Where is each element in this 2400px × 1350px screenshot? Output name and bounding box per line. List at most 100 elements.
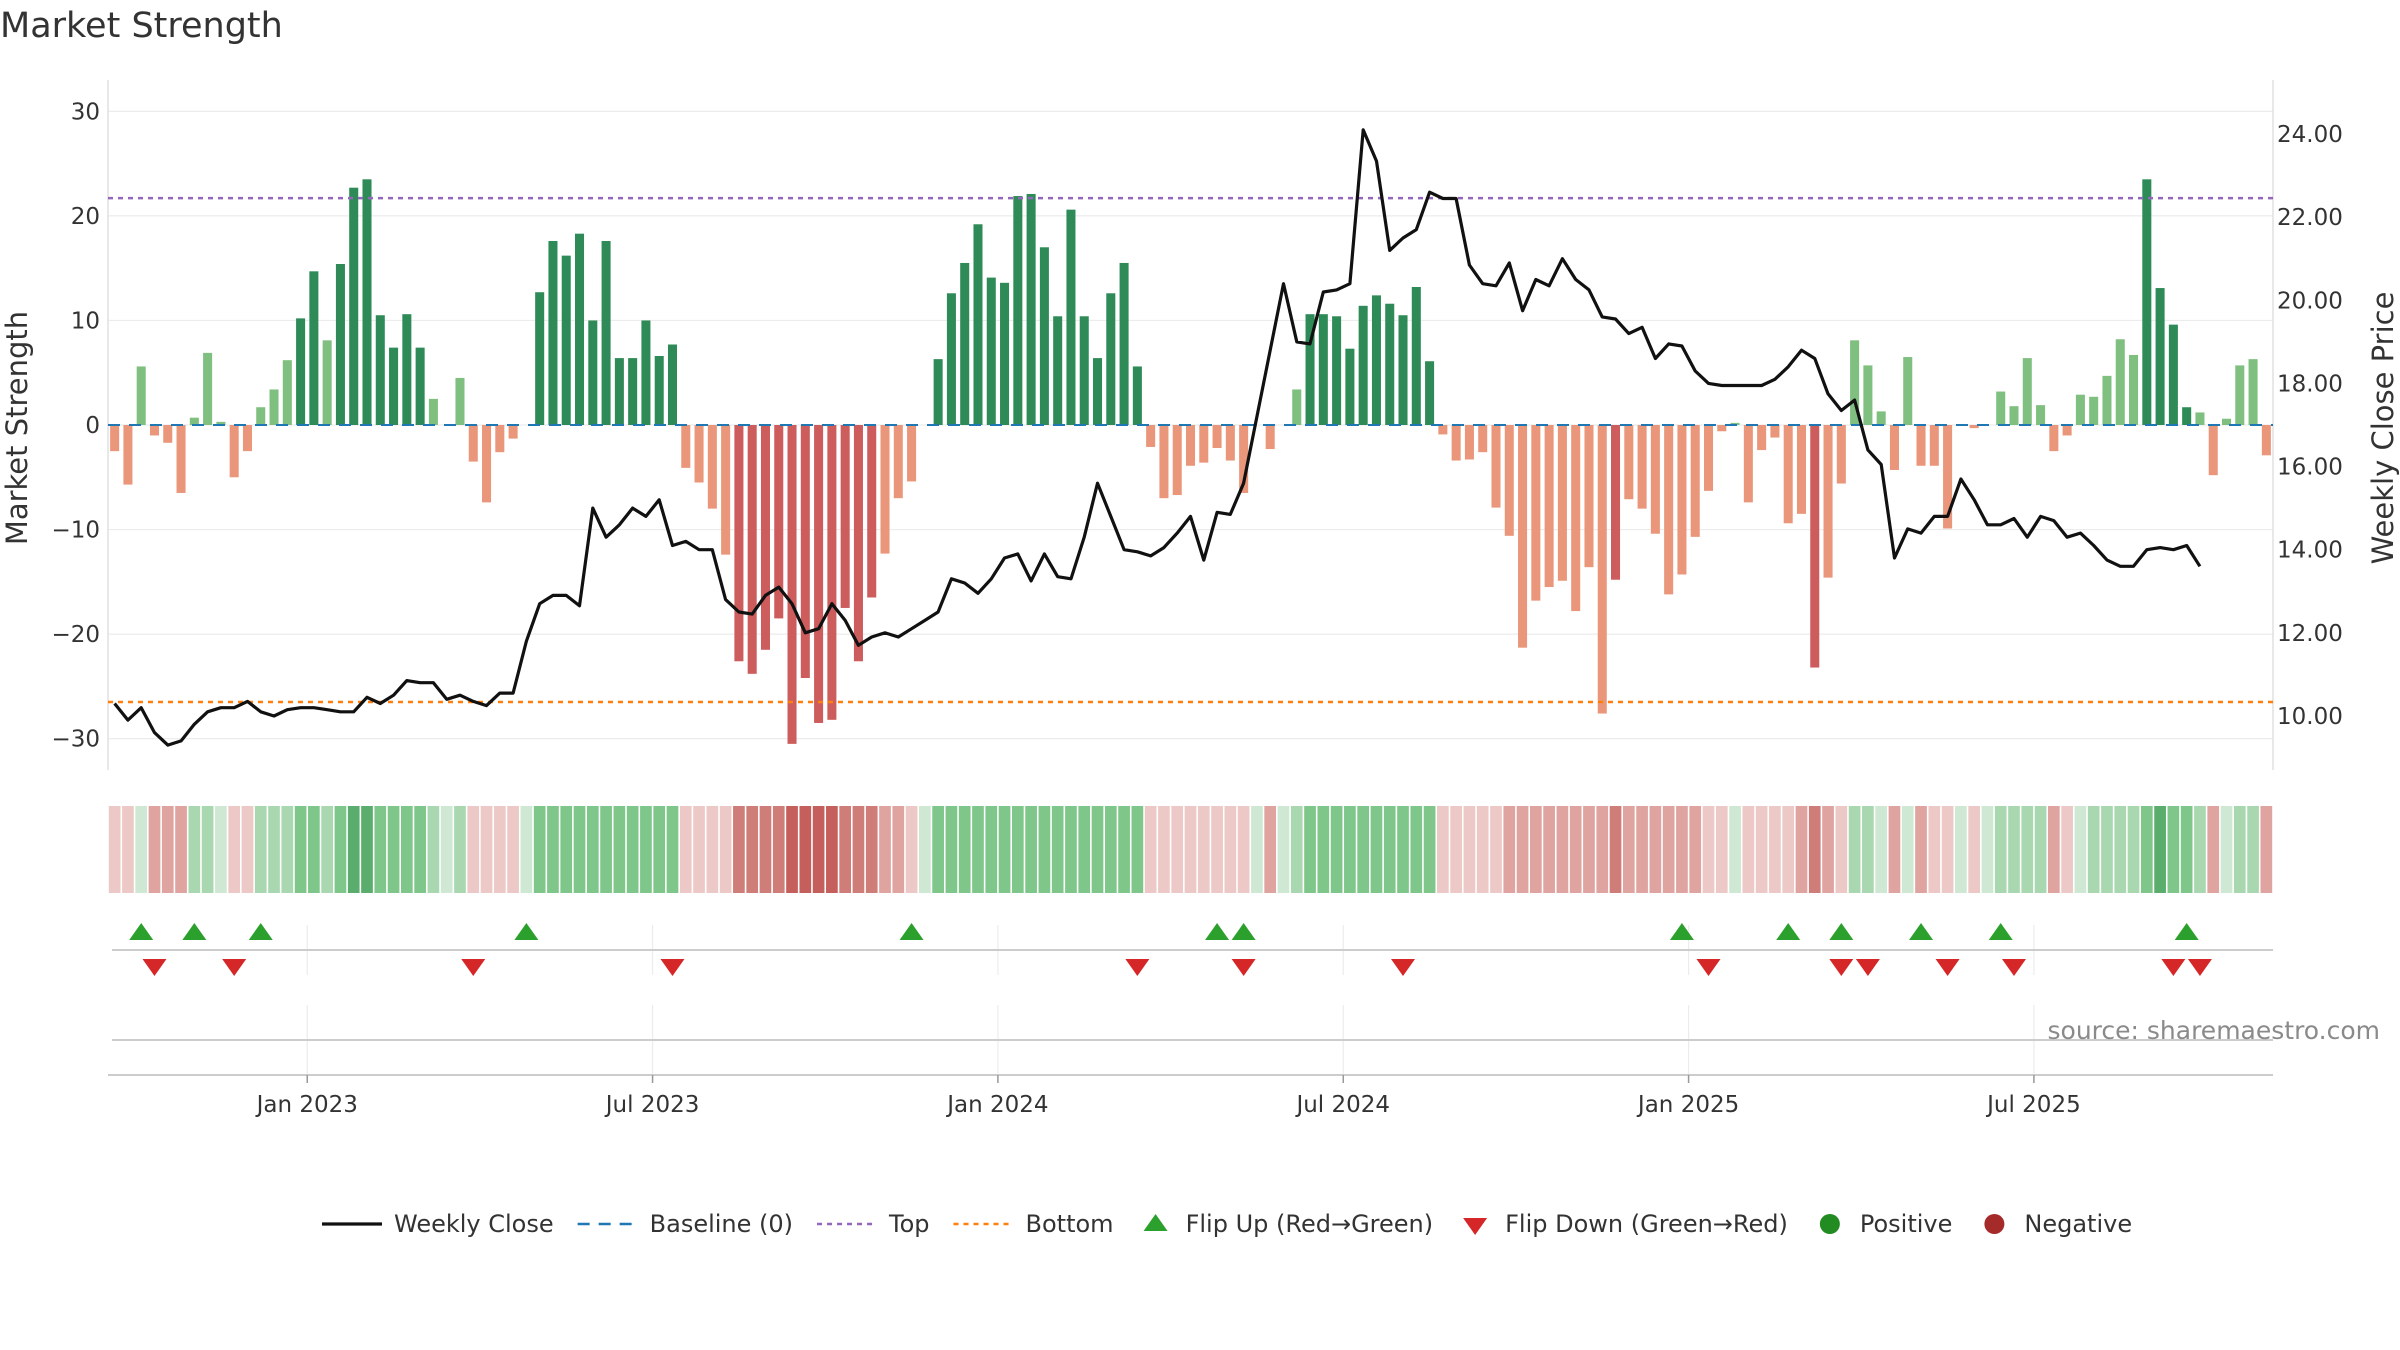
strength-bar [1451,425,1461,461]
heat-cell [1848,806,1861,893]
heat-cell [1689,806,1702,893]
x-tick-label: Jul 2024 [1294,1092,1390,1118]
strength-bar [428,398,438,425]
heat-cell [1782,806,1795,893]
strength-bar [468,425,478,462]
strength-bar [189,417,199,425]
strength-bar [2089,396,2099,425]
heat-cell [1211,806,1223,893]
flip-up-marker [514,923,539,940]
strength-bar [1557,425,1567,581]
heat-cell [1144,806,1157,893]
heat-cell [573,806,586,893]
strength-bar [375,315,385,425]
strength-bar [1371,295,1381,425]
strength-bar [1770,425,1780,438]
strength-bar [827,425,837,720]
legend-label: Weekly Close [394,1210,554,1238]
heat-cell [1450,806,1462,893]
heat-cell [241,806,254,893]
legend-item: Positive [1819,1210,1952,1238]
heat-cell [1662,806,1675,893]
source-credit: source: sharemaestro.com [2048,1016,2381,1045]
heat-cell [640,806,652,893]
strength-bar [1438,425,1448,435]
strength-bar [1717,425,1727,432]
strength-bar [2102,375,2112,425]
heat-cell [1118,806,1130,893]
strength-bar [760,425,770,650]
heat-cell [321,806,334,893]
strength-bar [2022,358,2032,425]
x-tick-label: Jan 2025 [1636,1092,1739,1118]
heat-cell [839,806,852,893]
heat-cell [1702,806,1715,893]
y2-tick-label: 14.00 [2277,538,2343,564]
y2-tick-label: 20.00 [2277,288,2343,314]
strength-bar [1185,425,1196,466]
strength-bar [2115,339,2125,425]
heat-cell [1463,806,1476,893]
heat-cell [786,806,798,893]
heat-cell [1490,806,1502,893]
strength-bar [1611,425,1621,580]
strength-bar [2155,288,2165,425]
strength-bar [1823,425,1833,578]
heat-cell [1888,806,1901,893]
heat-cell [1410,806,1423,893]
strength-bar [136,366,146,425]
heat-cell [480,806,493,893]
strength-bar [1597,425,1607,714]
y-tick-label: 10 [71,308,100,334]
strength-bar [1053,316,1063,425]
strength-bar [548,241,558,425]
heat-cell [932,806,944,893]
heat-cell [653,806,666,893]
heat-cell [467,806,480,893]
heat-cell [1529,806,1542,893]
strength-bar [1929,425,1939,466]
strength-bar [402,314,412,425]
strength-bar [389,347,399,425]
strength-bar [1491,425,1501,508]
strength-bar [2182,407,2192,425]
heat-cell [1795,806,1808,893]
heat-cell [2074,806,2087,893]
heat-cell [1503,806,1516,893]
heat-cell [188,806,201,893]
strength-bar [1119,262,1129,425]
flip-down-marker [1391,959,1416,976]
flip-down-marker [1829,959,1854,976]
heat-cell [2247,806,2259,893]
strength-bar [163,425,173,443]
heat-cell [254,806,267,893]
y-tick-label: −20 [51,622,100,648]
heat-cell [679,806,692,893]
heat-cell [294,806,307,893]
flip-up-marker [182,923,207,940]
heat-cell [666,806,679,893]
strength-bar [1212,425,1222,448]
strength-bar [1943,425,1953,529]
legend-label: Flip Up (Red→Green) [1186,1210,1434,1238]
heat-cell [1808,806,1821,893]
heat-cell [2180,806,2193,893]
heat-cell [1091,806,1104,893]
strength-bar [1757,425,1767,451]
strength-bar [747,425,757,674]
strength-bar [482,425,492,503]
heat-cell [201,806,214,893]
strength-bar [1358,305,1368,425]
strength-bar [1876,411,1886,425]
heat-cell [1158,806,1170,893]
heat-cell [2061,806,2073,893]
heat-cell [414,806,426,893]
flip-up-marker [248,923,273,940]
strength-bar [1863,365,1873,425]
heat-cell [1755,806,1768,893]
heat-cell [1516,806,1529,893]
heat-cell [1769,806,1781,893]
chart-title: Market Strength [0,6,283,46]
strength-bar [907,425,917,482]
strength-bar [2235,365,2245,425]
